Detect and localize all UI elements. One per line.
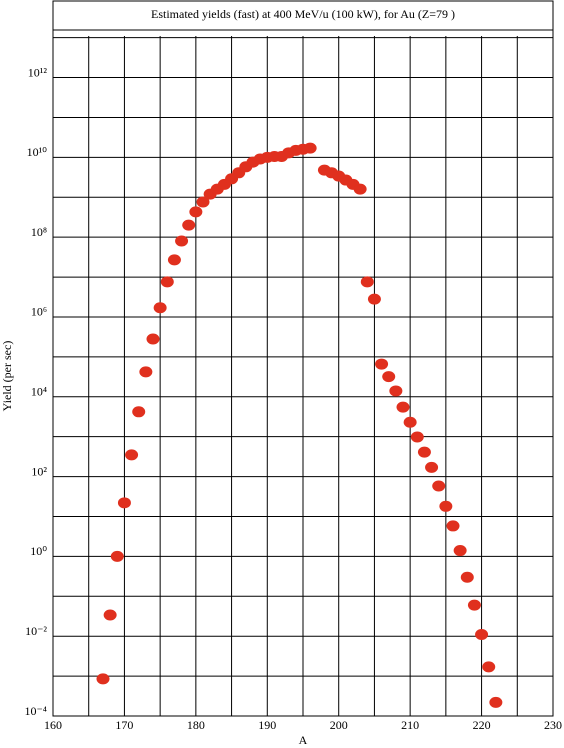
data-point xyxy=(175,235,189,247)
y-tick-label: 10⁸ xyxy=(31,225,47,239)
data-point xyxy=(189,206,203,218)
data-point xyxy=(110,550,124,562)
data-point xyxy=(446,520,460,532)
data-point xyxy=(375,358,389,370)
data-point xyxy=(153,302,167,314)
y-axis-label: Yield (per sec) xyxy=(0,341,14,412)
y-tick-label: 10⁶ xyxy=(31,305,47,319)
data-point xyxy=(417,446,431,458)
y-tick-label: 10⁻² xyxy=(25,624,47,638)
x-tick-label: 210 xyxy=(401,718,419,732)
data-point xyxy=(360,276,374,288)
y-tick-label: 10¹⁰ xyxy=(27,145,48,159)
data-point xyxy=(96,673,110,685)
data-point xyxy=(425,461,439,473)
data-point xyxy=(182,219,196,231)
y-tick-label: 10¹² xyxy=(28,65,48,79)
x-tick-label: 230 xyxy=(544,718,562,732)
chart-title: Estimated yields (fast) at 400 MeV/u (10… xyxy=(151,7,455,21)
data-point xyxy=(125,449,139,461)
data-point xyxy=(489,696,503,708)
data-point xyxy=(482,661,496,673)
data-point xyxy=(389,385,403,397)
data-point xyxy=(160,276,174,288)
x-tick-label: 180 xyxy=(187,718,205,732)
data-point xyxy=(139,366,153,378)
y-tick-label: 10⁴ xyxy=(31,385,47,399)
data-point xyxy=(103,609,117,621)
x-tick-label: 190 xyxy=(258,718,276,732)
x-tick-label: 220 xyxy=(473,718,491,732)
data-point xyxy=(196,196,210,208)
data-point xyxy=(439,500,453,512)
data-point xyxy=(132,406,146,418)
data-point xyxy=(353,183,367,195)
data-point xyxy=(367,293,381,305)
y-tick-label: 10⁰ xyxy=(30,544,47,558)
x-tick-label: 170 xyxy=(115,718,133,732)
x-axis-label: A xyxy=(299,733,308,747)
data-point xyxy=(475,629,489,641)
x-tick-label: 160 xyxy=(44,718,62,732)
y-tick-label: 10⁻⁴ xyxy=(24,704,47,718)
data-point xyxy=(460,571,474,583)
data-point xyxy=(403,416,417,428)
data-point xyxy=(167,254,181,266)
data-point xyxy=(117,497,131,509)
data-point xyxy=(432,480,446,492)
data-point xyxy=(382,371,396,383)
data-point xyxy=(146,333,160,345)
data-point xyxy=(467,599,481,611)
x-tick-label: 200 xyxy=(330,718,348,732)
data-point xyxy=(396,401,410,413)
data-point xyxy=(453,545,467,557)
data-point xyxy=(303,142,317,154)
data-point xyxy=(410,431,424,443)
y-tick-label: 10² xyxy=(31,464,47,478)
